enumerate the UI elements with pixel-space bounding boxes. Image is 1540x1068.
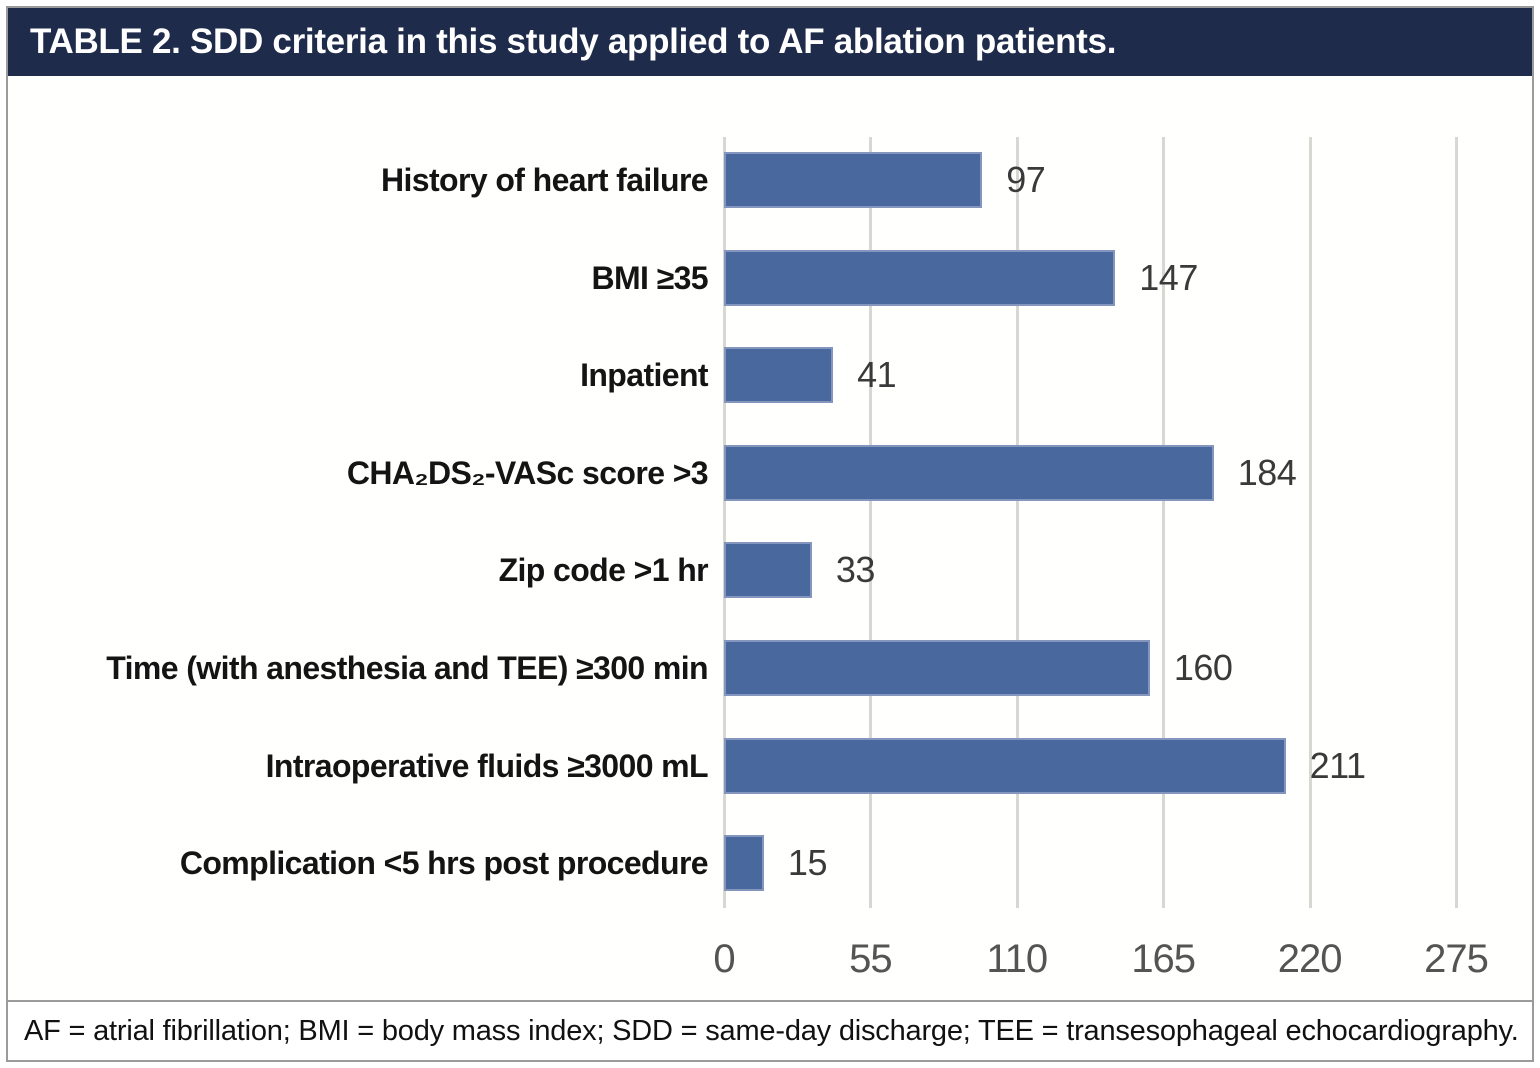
x-axis-tick-label: 55: [849, 937, 893, 981]
value-label: 147: [1139, 256, 1198, 298]
figure-frame: TABLE 2. SDD criteria in this study appl…: [6, 6, 1534, 1062]
table-title: TABLE 2. SDD criteria in this study appl…: [30, 22, 1117, 61]
value-label: 97: [1006, 159, 1046, 200]
category-label: CHA₂DS₂-VASc score >3: [346, 454, 709, 491]
x-axis-tick-label: 0: [713, 937, 735, 981]
x-axis-tick-label: 110: [986, 937, 1048, 981]
bar: [724, 152, 983, 208]
value-label: 184: [1237, 451, 1297, 493]
category-label: Complication <5 hrs post procedure: [179, 845, 709, 882]
category-label: Zip code >1 hr: [498, 552, 709, 589]
x-axis-tick-label: 275: [1424, 937, 1489, 981]
gridline: [1308, 137, 1312, 908]
bar: [724, 249, 1116, 306]
bar: [724, 347, 834, 404]
value-label: 15: [787, 842, 828, 884]
bar: [724, 737, 1286, 794]
value-label: 41: [857, 354, 897, 396]
value-label: 160: [1173, 647, 1233, 688]
category-label: BMI ≥35: [591, 259, 708, 296]
bar: [724, 444, 1214, 501]
x-axis-tick-label: 220: [1277, 937, 1343, 981]
bar: [724, 542, 812, 599]
abbreviation-footnote-bar: AF = atrial fibrillation; BMI = body mas…: [8, 1000, 1532, 1060]
value-label: 211: [1309, 744, 1366, 786]
value-label: 33: [835, 549, 876, 591]
category-label: Time (with anesthesia and TEE) ≥300 min: [106, 650, 708, 686]
bar: [724, 835, 764, 892]
gridline: [1162, 137, 1166, 908]
bar-chart-plot-area: 0 55 110 165 220 275 History of heart failure 9…: [8, 76, 1532, 1000]
category-label: History of heart failure: [380, 162, 709, 198]
gridline: [1015, 137, 1019, 908]
category-label: Inpatient: [580, 357, 709, 394]
gridline: [869, 137, 873, 908]
x-axis-tick-label: 165: [1131, 937, 1196, 981]
table-title-bar: TABLE 2. SDD criteria in this study appl…: [8, 8, 1532, 76]
category-label: Intraoperative fluids ≥3000 mL: [265, 747, 709, 784]
gridline: [723, 137, 726, 908]
abbreviation-footnote: AF = atrial fibrillation; BMI = body mas…: [24, 1014, 1519, 1047]
gridline: [1455, 137, 1458, 908]
bar: [724, 640, 1150, 696]
